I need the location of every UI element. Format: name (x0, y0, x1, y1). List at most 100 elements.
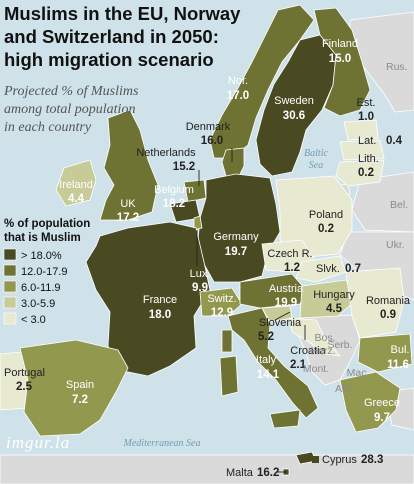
greece-value: 9.7 (374, 412, 390, 424)
legend-label: 6.0-11.9 (21, 282, 61, 294)
title-line-2: and Switzerland in 2050: (4, 26, 219, 47)
legend-label: > 18.0% (21, 250, 62, 262)
austria-shape (239, 273, 307, 309)
italy-value: 14.1 (257, 369, 280, 381)
lithuania-value: 0.2 (358, 167, 374, 179)
malta-name: Malta (226, 467, 254, 479)
finland-name: Finland (322, 38, 358, 50)
legend-label: 12.0-17.9 (21, 266, 67, 278)
baltic-sea-label-2: Sea (309, 160, 323, 171)
watermark: imgur.la (6, 433, 70, 452)
romania-name: Romania (366, 295, 411, 307)
countries (0, 4, 413, 476)
cyprus-marker (312, 456, 319, 463)
hungary-shape (299, 279, 357, 319)
estonia-shape (343, 119, 379, 141)
legend-swatch (3, 248, 17, 261)
montenegro-label: Mont. (303, 363, 329, 375)
sardinia-shape (219, 355, 239, 397)
portugal-name: Portugal (4, 367, 45, 379)
greece-name: Greece (364, 397, 400, 409)
uk-value: 17.2 (117, 212, 139, 224)
norway-value: 17.0 (227, 90, 249, 102)
uk-name: UK (120, 198, 136, 210)
finland-shape (313, 7, 371, 117)
austria-name: Austria (269, 283, 304, 295)
romania-value: 0.9 (380, 309, 396, 321)
denmark-shape (221, 147, 245, 179)
slovenia-value: 5.2 (258, 331, 274, 343)
ukraine-label: Ukr. (386, 239, 405, 251)
belgium-name: Belgium (154, 184, 194, 196)
legend-label: 3.0-5.9 (21, 298, 55, 310)
czech-name: Czech R. (267, 248, 312, 260)
latvia-shape (339, 139, 385, 161)
switzerland-shape (199, 287, 243, 317)
france-value: 18.0 (149, 309, 171, 321)
finland-value: 15.0 (329, 53, 351, 65)
belarus-label: Bel. (390, 199, 408, 211)
legend-swatch (3, 312, 17, 325)
baltic-sea-label-1: Baltic (304, 148, 328, 159)
ireland-shape (55, 159, 97, 207)
switzerland-name: Switz. (207, 293, 236, 305)
subtitle-line-3: in each country (4, 120, 92, 135)
albania-label: Alb. (335, 383, 353, 395)
lithuania-shape (335, 159, 385, 187)
slovakia-value: 0.7 (345, 263, 361, 275)
country-labels: Finland 15.0 Nor. 17.0 Sweden 30.6 Irela… (59, 38, 409, 424)
legend-label: < 3.0 (21, 314, 46, 326)
czech-value: 1.2 (284, 262, 300, 274)
legend-swatch (3, 280, 17, 293)
norway-name: Nor. (228, 75, 248, 87)
italy-name: Italy (256, 354, 277, 366)
sweden-value: 30.6 (283, 110, 305, 122)
italy-shape (227, 307, 319, 419)
cyprus-name: Cyprus (322, 454, 357, 466)
denmark-name: Denmark (186, 121, 231, 133)
russia-label: Rus. (386, 61, 408, 73)
luxembourg-value: 9.9 (192, 282, 208, 294)
macedonia-label: Mac. (347, 367, 370, 379)
poland-value: 0.2 (318, 223, 334, 235)
subtitle-line-1: Projected % of Muslims (3, 84, 139, 99)
lithuania-name: Lith. (358, 153, 379, 165)
estonia-value: 1.0 (358, 111, 374, 123)
bulgaria-name: Bul. (391, 344, 410, 356)
spain-name: Spain (66, 379, 94, 391)
cyprus-value: 28.3 (361, 454, 383, 466)
slovakia-shape (295, 255, 347, 283)
bulgaria-shape (357, 333, 413, 373)
spain-shape (19, 339, 129, 437)
legend-swatch (3, 296, 17, 309)
leader-lines (196, 148, 306, 473)
ireland-name: Ireland (59, 179, 93, 191)
title-line-1: Muslims in the EU, Norway (4, 3, 241, 24)
belarus-land (351, 171, 414, 233)
denmark-value: 16.0 (201, 135, 223, 147)
slovenia-name: Slovenia (259, 317, 302, 329)
serbia-label: Serb. (327, 339, 352, 351)
croatia-value: 2.1 (290, 359, 307, 371)
slovakia-name: Slvk. (316, 263, 340, 275)
malta-value: 16.2 (257, 467, 279, 479)
austria-value: 19.9 (275, 297, 297, 309)
legend-swatch (3, 264, 17, 277)
subtitle-line-2: among total population (4, 102, 135, 117)
romania-shape (345, 267, 405, 339)
slovenia-leader (274, 311, 291, 321)
non-eu-labels: Rus. Bel. Ukr. Serb. Bos. Herz. Mont. Ma… (303, 61, 408, 395)
portugal-value: 2.5 (16, 381, 33, 393)
title-line-3: high migration scenario (4, 49, 214, 70)
latvia-name: Lat. (358, 135, 376, 147)
legend-title-line-1: % of population (4, 218, 90, 230)
country-labels-dark: Est. 1.0 Lat. 0.4 Lith. 0.2 Denmark 16.0… (4, 97, 411, 479)
mediterranean-sea-label: Mediterranean Sea (123, 438, 201, 449)
corsica-shape (221, 329, 233, 353)
france-shape (85, 221, 211, 377)
ireland-value: 4.4 (68, 193, 85, 205)
legend-title-line-2: that is Muslim (4, 232, 81, 244)
latvia-value: 0.4 (386, 135, 403, 147)
spain-value: 7.2 (72, 394, 88, 406)
